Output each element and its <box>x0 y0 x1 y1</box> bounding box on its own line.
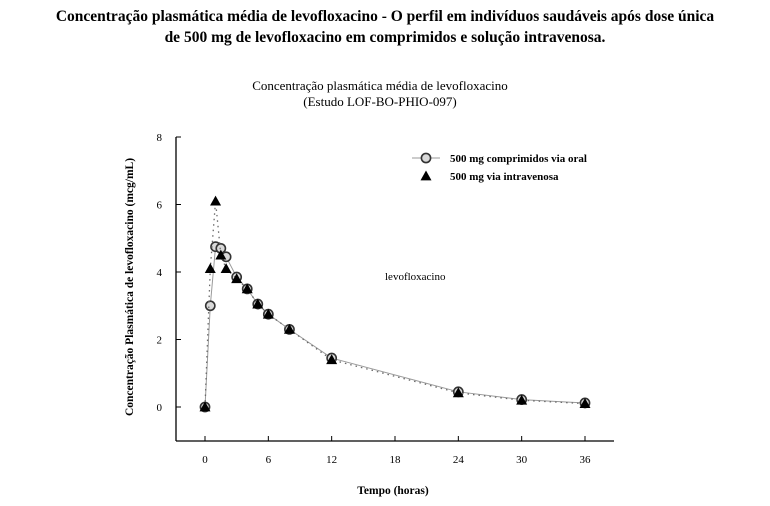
data-point-triangle <box>220 263 232 274</box>
data-point-triangle <box>231 273 243 284</box>
y-tick-label: 8 <box>157 132 163 144</box>
y-tick-label: 6 <box>157 200 163 212</box>
data-point-triangle <box>579 398 591 409</box>
x-tick-label: 36 <box>580 454 592 466</box>
x-tick-label: 24 <box>453 454 465 466</box>
chart-subtitle: (Estudo LOF-BO-PHIO-097) <box>303 94 457 109</box>
legend-label-intravenous: 500 mg via intravenosa <box>450 171 559 183</box>
y-axis-label: Concentração Plasmática de levofloxacino… <box>124 158 136 416</box>
y-tick-label: 2 <box>157 335 163 347</box>
annotation-label: levofloxacino <box>385 271 446 283</box>
y-tick-label: 0 <box>157 402 163 414</box>
page-title-line1: Concentração plasmática média de levoflo… <box>55 8 715 25</box>
data-point-triangle <box>262 308 274 319</box>
data-point-triangle <box>252 298 264 309</box>
data-point-triangle <box>199 401 211 412</box>
legend-marker-triangle <box>420 170 432 181</box>
page-title-line2: de 500 mg de levofloxacino em comprimido… <box>164 29 606 46</box>
data-point-triangle <box>210 195 222 206</box>
x-axis-label: Tempo (horas) <box>357 485 429 497</box>
x-tick-label: 6 <box>266 454 272 466</box>
series-layer <box>199 195 591 413</box>
series-line <box>204 201 586 408</box>
x-tick-label: 18 <box>390 454 402 466</box>
legend-label-oral: 500 mg comprimidos via oral <box>450 153 587 165</box>
y-tick-label: 4 <box>157 267 163 279</box>
data-point-triangle <box>241 283 253 294</box>
chart-title-block: Concentração plasmática média de levoflo… <box>180 78 580 110</box>
legend-marker-circle <box>420 152 432 164</box>
data-point-triangle <box>283 323 295 334</box>
chart-legend: 500 mg comprimidos via oral 500 mg via in… <box>412 152 587 183</box>
x-tick-label: 30 <box>516 454 528 466</box>
data-point-triangle <box>204 263 216 274</box>
chart-title: Concentração plasmática média de levoflo… <box>252 78 508 93</box>
series-intravenous <box>199 195 591 412</box>
page-title: Concentração plasmática média de levoflo… <box>0 6 770 48</box>
x-tick-label: 12 <box>326 454 337 466</box>
x-tick-label: 0 <box>202 454 208 466</box>
data-point-triangle <box>452 387 464 398</box>
data-point-triangle <box>516 394 528 405</box>
data-point-triangle <box>215 249 227 260</box>
data-point-triangle <box>326 354 338 365</box>
series-oral <box>199 241 591 413</box>
data-point-circle <box>204 300 216 312</box>
